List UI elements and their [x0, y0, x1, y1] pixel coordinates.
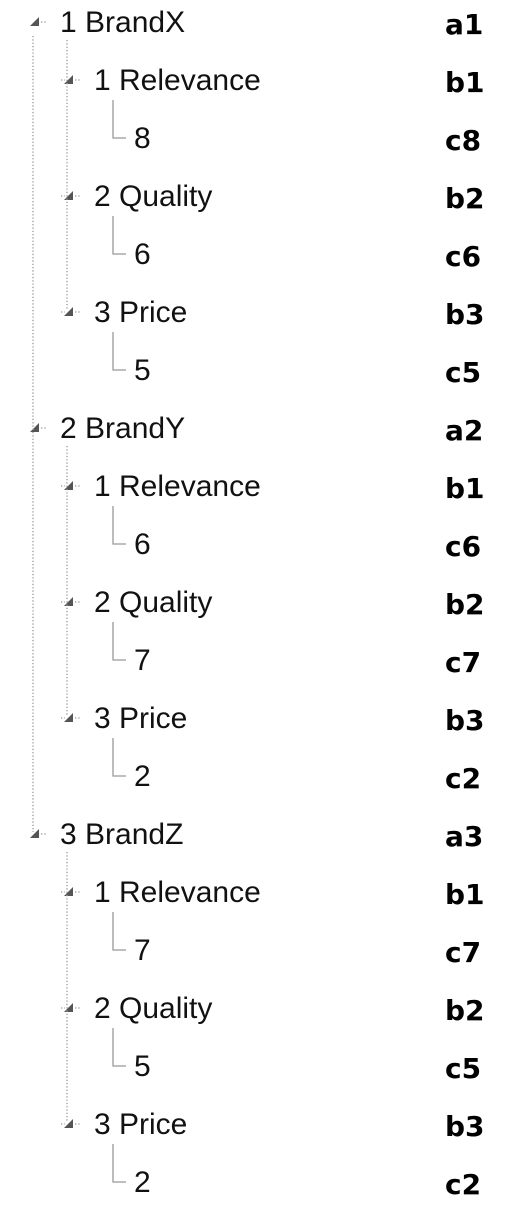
node-label[interactable]: 2 Quality [94, 180, 212, 213]
node-tag: b1 [445, 878, 485, 911]
node-label[interactable]: 3 Price [94, 296, 187, 329]
expander[interactable] [30, 423, 39, 432]
connector [112, 100, 126, 139]
node-tag: a1 [445, 8, 483, 41]
expander[interactable] [64, 1003, 73, 1012]
connector [112, 1028, 126, 1067]
node-tag: c7 [445, 646, 481, 679]
node-tag: b3 [445, 704, 485, 737]
node-tag: b3 [445, 298, 485, 331]
node-label[interactable]: 3 Price [94, 702, 187, 735]
node-tag: c2 [445, 1168, 481, 1201]
node-tag: c6 [445, 530, 481, 563]
node-label[interactable]: 2 Quality [94, 992, 212, 1025]
node-tag: c8 [445, 124, 481, 157]
node-tag: c5 [445, 1052, 481, 1085]
node-tag: c7 [445, 936, 481, 969]
node-label[interactable]: 5 [134, 354, 151, 387]
connector [112, 216, 126, 255]
expander[interactable] [64, 597, 73, 606]
node-label[interactable]: 5 [134, 1050, 151, 1083]
node-label[interactable]: 7 [134, 644, 151, 677]
expander[interactable] [64, 887, 73, 896]
expander[interactable] [64, 481, 73, 490]
expander[interactable] [64, 75, 73, 84]
expander[interactable] [64, 1119, 73, 1128]
connector [112, 506, 126, 545]
node-tag: b2 [445, 994, 485, 1027]
node-label[interactable]: 1 Relevance [94, 64, 261, 97]
connector [112, 622, 126, 661]
node-tag: b2 [445, 182, 485, 215]
connector [112, 912, 126, 951]
expander[interactable] [64, 713, 73, 722]
expander[interactable] [64, 307, 73, 316]
node-label[interactable]: 3 Price [94, 1108, 187, 1141]
node-label[interactable]: 2 [134, 760, 151, 793]
connector [112, 1144, 126, 1183]
node-label[interactable]: 3 BrandZ [60, 818, 183, 851]
connector [112, 738, 126, 777]
node-label[interactable]: 6 [134, 528, 151, 561]
connector [112, 332, 126, 371]
node-tag: b1 [445, 66, 485, 99]
node-label[interactable]: 1 BrandX [60, 6, 185, 39]
node-tag: c2 [445, 762, 481, 795]
node-tag: a3 [445, 820, 483, 853]
expander[interactable] [64, 191, 73, 200]
node-label[interactable]: 1 Relevance [94, 876, 261, 909]
node-label[interactable]: 2 [134, 1166, 151, 1199]
node-label[interactable]: 7 [134, 934, 151, 967]
node-label[interactable]: 8 [134, 122, 151, 155]
node-tag: b2 [445, 588, 485, 621]
node-label[interactable]: 6 [134, 238, 151, 271]
node-label[interactable]: 2 BrandY [60, 412, 185, 445]
node-label[interactable]: 1 Relevance [94, 470, 261, 503]
node-tag: c6 [445, 240, 481, 273]
expander[interactable] [30, 17, 39, 26]
node-tag: b1 [445, 472, 485, 505]
node-tag: c5 [445, 356, 481, 389]
expander[interactable] [30, 829, 39, 838]
node-label[interactable]: 2 Quality [94, 586, 212, 619]
node-tag: a2 [445, 414, 483, 447]
node-tag: b3 [445, 1110, 485, 1143]
